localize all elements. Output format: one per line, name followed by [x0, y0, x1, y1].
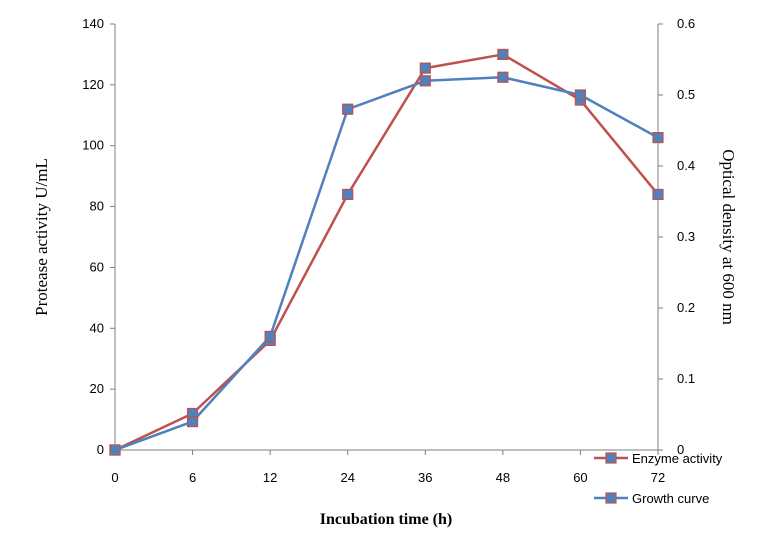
right-tick-label: 0.4 — [677, 158, 695, 173]
data-point — [574, 89, 587, 101]
left-tick-label: 40 — [90, 320, 104, 335]
left-tick-label: 140 — [82, 16, 104, 31]
data-point — [186, 416, 199, 428]
series-line — [114, 76, 659, 452]
data-point — [419, 62, 431, 74]
right-tick-label: 0.5 — [677, 87, 695, 102]
data-point — [419, 75, 431, 87]
left-tick-label: 0 — [97, 442, 104, 457]
legend-item: Enzyme activity — [594, 451, 723, 466]
right-tick-label: 0.2 — [677, 300, 695, 315]
left-tick-label: 80 — [90, 199, 104, 214]
legend-label: Enzyme activity — [632, 451, 723, 466]
data-point — [497, 71, 509, 83]
data-point — [652, 132, 664, 144]
x-tick-label: 72 — [651, 470, 665, 485]
series-line — [114, 53, 659, 452]
legend-label: Growth curve — [632, 491, 709, 506]
left-tick-label: 20 — [90, 381, 104, 396]
data-point — [109, 444, 121, 456]
data-point — [497, 48, 509, 61]
x-tick-label: 48 — [496, 470, 510, 485]
legend-marker — [605, 452, 617, 464]
left-tick-label: 60 — [90, 259, 104, 274]
data-point — [652, 188, 664, 200]
x-tick-label: 60 — [573, 470, 587, 485]
data-point — [342, 103, 354, 115]
legend-item: Growth curve — [594, 491, 709, 506]
left-tick-label: 100 — [82, 138, 104, 153]
y-axis-right-title: Optical density at 600 nm — [719, 149, 738, 325]
legend: Enzyme activity Growth curve — [594, 451, 723, 506]
left-y-ticks: 0 20 40 60 80 100 120 140 — [82, 16, 115, 457]
series-layer — [109, 48, 664, 456]
right-tick-label: 0.1 — [677, 371, 695, 386]
x-axis-title: Incubation time (h) — [320, 511, 452, 528]
x-tick-label: 24 — [340, 470, 354, 485]
x-tick-label: 12 — [263, 470, 277, 485]
legend-marker — [605, 492, 617, 504]
series-enzyme-activity — [109, 48, 664, 456]
y-axis-left-title: Protease activity U/mL — [32, 158, 51, 316]
x-tick-label: 36 — [418, 470, 432, 485]
x-ticks: 0 6 12 24 36 48 60 72 — [111, 450, 665, 485]
right-tick-label: 0.6 — [677, 16, 695, 31]
data-point — [342, 188, 354, 200]
right-tick-label: 0.3 — [677, 229, 695, 244]
x-tick-label: 0 — [111, 470, 118, 485]
right-y-ticks: 0 0.1 0.2 0.3 0.4 0.5 0.6 — [658, 16, 695, 457]
axes — [114, 24, 659, 451]
right-tick-label: 0 — [677, 442, 684, 457]
series-growth-curve — [109, 71, 664, 456]
x-tick-label: 6 — [189, 470, 196, 485]
data-point — [264, 330, 276, 342]
left-tick-label: 120 — [82, 77, 104, 92]
